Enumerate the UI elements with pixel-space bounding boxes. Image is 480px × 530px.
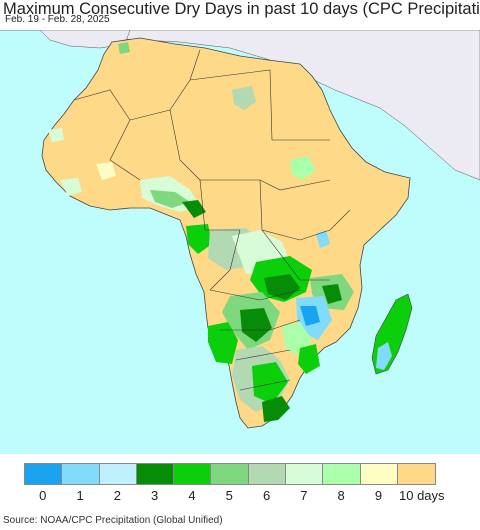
legend-label-1: 1 [76,488,84,503]
legend-label-4: 4 [188,488,196,503]
legend-swatch-3 [136,464,175,484]
source-note: Source: NOAA/CPC Precipitation (Global U… [3,515,223,526]
legend-label-0: 0 [39,488,47,503]
legend-label-10: 10 days [399,488,445,503]
legend-label-2: 2 [113,488,121,503]
legend-swatch-7 [286,464,324,484]
legend-labels: 0 1 2 3 4 5 6 7 8 9 10 days [24,488,474,504]
legend-color-bar [24,463,437,485]
country-borders [73,49,351,391]
date-range: Feb. 19 - Feb. 28, 2025 [5,14,110,25]
madagascar-wet-area [376,342,392,370]
legend-label-9: 9 [374,488,383,503]
legend-label-3: 3 [151,488,159,503]
legend-swatch-10 [397,464,436,484]
map-title: Maximum Consecutive Dry Days in past 10 … [3,0,480,18]
legend-swatch-5 [211,464,249,484]
wet-areas [48,42,354,422]
legend-swatch-0 [25,464,63,484]
legend-swatch-6 [248,464,287,484]
legend-label-8: 8 [337,488,345,503]
legend-swatch-4 [174,464,212,484]
legend-swatch-9 [360,464,398,484]
legend-swatch-8 [323,464,361,484]
legend-label-7: 7 [300,488,308,503]
africa-dry-days-map [0,30,480,454]
legend-label-5: 5 [225,488,233,503]
iberia-land [39,30,131,49]
legend-swatch-2 [99,464,137,484]
legend-swatch-1 [62,464,100,484]
legend-label-6: 6 [262,488,271,503]
